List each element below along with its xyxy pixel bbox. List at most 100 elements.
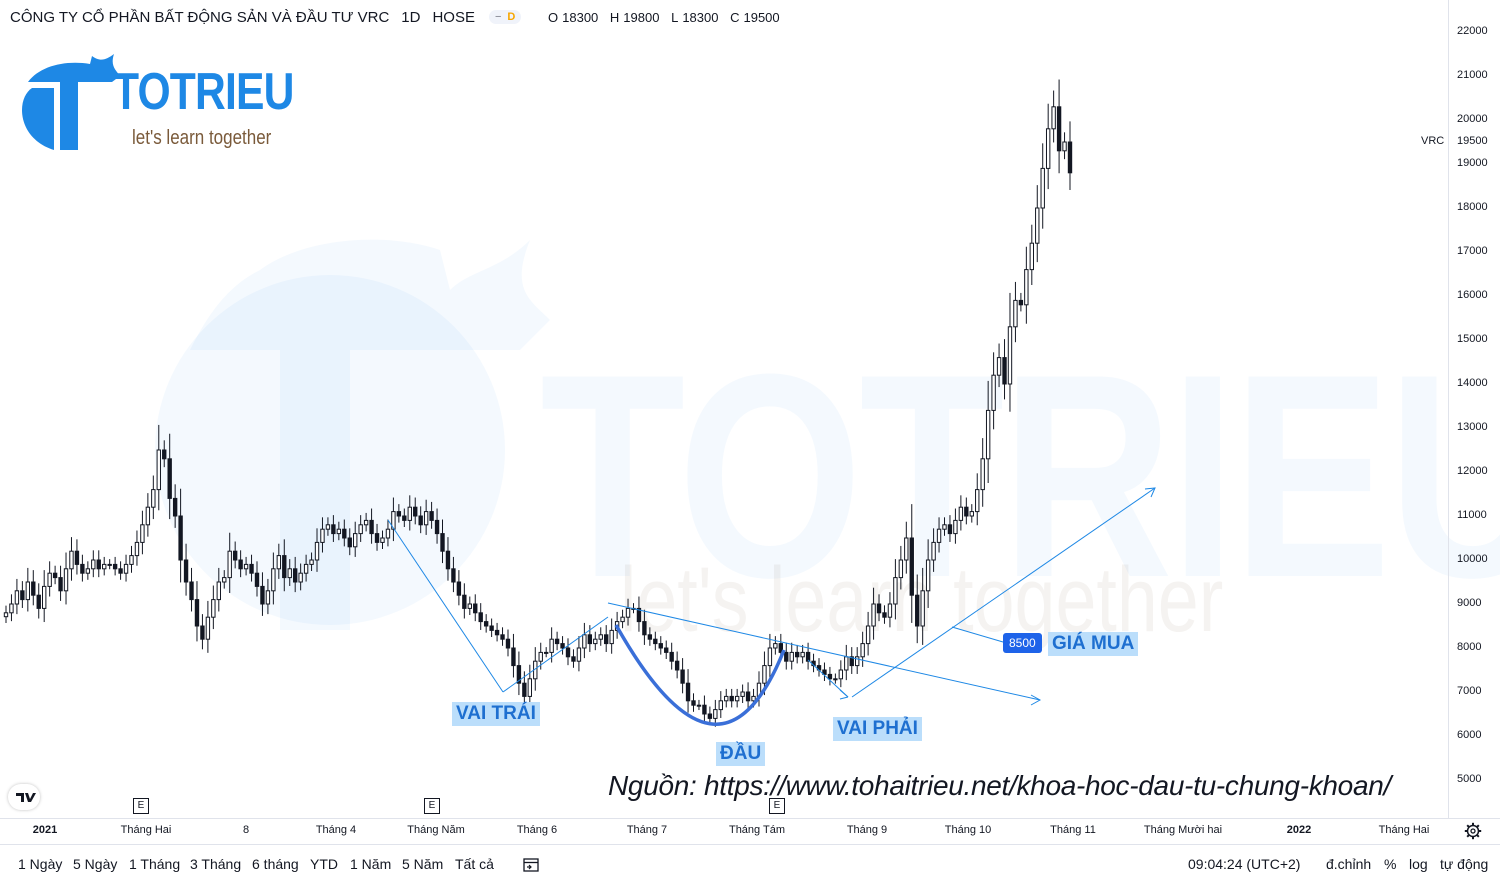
candle-up [958, 506, 964, 521]
head-label[interactable]: ĐẦU [716, 742, 766, 766]
ohlc-h-label: H [609, 10, 620, 25]
percent-button[interactable]: % [1384, 856, 1397, 872]
candle-down [462, 594, 467, 609]
candle-down [909, 537, 914, 596]
range-button[interactable]: 3 Tháng [190, 856, 242, 872]
candle-up [222, 577, 227, 583]
bottom-toolbar: 1 Ngày 5 Ngày 1 Tháng 3 Tháng 6 tháng YTD 1 Nă… [0, 844, 1500, 885]
candle-up [287, 568, 292, 579]
candle-up [271, 568, 276, 592]
candle-up [42, 585, 47, 609]
buy-label[interactable]: GIÁ MUA [1048, 632, 1139, 656]
candle-up [833, 678, 838, 681]
clock-time[interactable]: 09:04:24 (UTC+2) [1188, 856, 1301, 872]
tradingview-logo-icon[interactable] [8, 784, 40, 810]
symbol-title[interactable]: CÔNG TY CỔ PHẦN BẤT ĐỘNG SẢN VÀ ĐẦU TƯ V… [10, 8, 390, 26]
candle-up [140, 524, 145, 543]
left-shoulder-label[interactable]: VAI TRÁI [452, 702, 540, 726]
minus-icon: − [494, 11, 502, 23]
adjust-button[interactable]: đ.chỉnh [1326, 856, 1372, 872]
candle-down [794, 651, 800, 658]
candle-down [342, 528, 347, 539]
ohlc-l-value: 18300 [682, 10, 719, 25]
candle-down [418, 515, 423, 526]
candle-up [363, 519, 369, 526]
candle-down [58, 577, 63, 592]
x-tick-label: Tháng Tám [728, 824, 786, 836]
candle-down [413, 506, 418, 517]
candle-up [1051, 106, 1056, 130]
price-chart[interactable] [0, 0, 1448, 818]
candle-up [931, 541, 936, 561]
candle-up [276, 555, 282, 570]
data-badge: D [507, 11, 516, 23]
range-button[interactable]: 6 tháng [252, 856, 299, 872]
candle-down [238, 559, 243, 570]
candle-up [582, 634, 587, 649]
candle-up [216, 581, 221, 601]
watermark-logo-icon [155, 239, 550, 630]
candle-up [320, 528, 325, 543]
range-button[interactable]: 1 Năm [350, 856, 392, 872]
range-button[interactable]: Tất cả [455, 856, 494, 872]
y-tick-label: 16000 [1457, 289, 1488, 301]
x-tick-label: 8 [242, 824, 250, 836]
candle-down [189, 581, 194, 601]
candle-down [36, 594, 41, 609]
candle-down [118, 568, 123, 574]
candle-down [232, 550, 238, 561]
right-shoulder-label[interactable]: VAI PHẢI [833, 717, 922, 741]
candle-down [642, 621, 647, 636]
range-button[interactable]: 1 Ngày [18, 856, 63, 872]
candle-down [374, 533, 380, 543]
brand-name: TOTRIEU [113, 63, 294, 121]
candle-up [887, 603, 893, 618]
candle-down [500, 634, 505, 640]
totrieu-logo-icon [22, 54, 120, 150]
range-button[interactable]: 5 Năm [402, 856, 444, 872]
candle-down [680, 669, 685, 684]
candle-up [391, 511, 396, 530]
status-pill[interactable]: − D [488, 10, 522, 24]
candle-up [593, 638, 598, 645]
y-tick-label: 19500 [1457, 135, 1488, 147]
candle-down [964, 506, 969, 517]
candle-up [904, 537, 909, 561]
candle-up [63, 568, 69, 592]
candle-up [156, 449, 161, 491]
candle-down [162, 449, 167, 460]
candle-down [260, 585, 265, 605]
range-button[interactable]: YTD [310, 856, 338, 872]
candle-down [516, 665, 522, 684]
settings-gear-icon[interactable] [1464, 822, 1482, 840]
candle-up [713, 709, 718, 719]
candle-down [282, 555, 287, 579]
candle-down [200, 625, 205, 640]
candle-up [380, 537, 385, 543]
symbol-scale-tag: VRC [1421, 135, 1445, 147]
candle-up [134, 541, 140, 557]
x-tick-label: Tháng 9 [846, 824, 888, 836]
candle-down [947, 524, 953, 535]
earnings-marker[interactable]: E [424, 798, 440, 814]
compare-range-icon[interactable] [522, 856, 540, 874]
candle-down [178, 515, 183, 561]
auto-button[interactable]: tự động [1440, 856, 1489, 872]
candle-up [936, 528, 942, 543]
candle-down [664, 647, 669, 653]
range-button[interactable]: 5 Ngày [73, 856, 118, 872]
log-button[interactable]: log [1409, 856, 1428, 872]
candle-up [298, 572, 303, 583]
interval-label[interactable]: 1D [401, 8, 421, 26]
arrow-head [1144, 487, 1156, 498]
candle-up [123, 563, 129, 574]
range-button[interactable]: 1 Tháng [129, 856, 181, 872]
earnings-marker[interactable]: E [769, 798, 785, 814]
candle-down [1002, 357, 1007, 385]
y-tick-label: 17000 [1457, 245, 1488, 257]
candle-down [494, 629, 500, 636]
buy-price-tag[interactable]: 8500 [1003, 633, 1042, 653]
candle-up [920, 590, 925, 627]
earnings-marker[interactable]: E [133, 798, 149, 814]
